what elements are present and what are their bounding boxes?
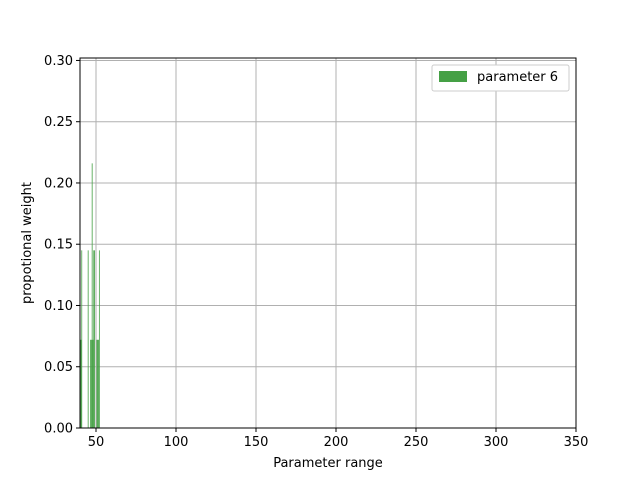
bar-series [80,163,100,428]
y-axis-label: propotional weight [20,182,35,304]
histogram-bar [98,339,99,428]
histogram-bar [93,250,95,428]
x-axis-label: Parameter range [273,456,383,471]
histogram-bar [90,339,91,428]
x-axis-ticks: 50 100 150 200 250 300 350 [88,428,589,450]
y-tick-label: 0.05 [44,360,73,375]
grid-lines [80,58,577,429]
x-tick-label: 250 [404,435,429,450]
histogram-bar [96,339,98,428]
x-tick-label: 100 [164,435,189,450]
plot-frame [79,57,577,429]
histogram-bar [98,250,100,428]
histogram-bar [94,250,95,428]
y-tick-label: 0.10 [44,299,73,314]
y-axis-ticks: 0.00 0.05 0.10 0.15 0.20 0.25 0.30 [44,54,80,437]
histogram-bar [97,339,99,428]
x-tick-label: 50 [88,435,105,450]
histogram-bar [90,339,92,428]
legend-entry-label: parameter 6 [477,70,558,85]
histogram-bar [92,339,94,428]
y-tick-label: 0.30 [44,54,73,69]
histogram-bar [80,339,82,428]
histogram-bar [81,250,83,428]
y-tick-label: 0.15 [44,238,73,253]
legend-swatch [439,71,467,82]
y-tick-label: 0.25 [44,115,73,130]
histogram-bar [87,250,89,428]
x-tick-label: 300 [484,435,509,450]
x-tick-label: 200 [324,435,349,450]
histogram-bar [91,163,93,428]
y-tick-label: 0.00 [44,422,73,437]
x-tick-label: 350 [564,435,589,450]
y-tick-label: 0.20 [44,176,73,191]
plot-area [80,58,576,428]
x-tick-label: 150 [244,435,269,450]
legend: parameter 6 [431,64,570,92]
